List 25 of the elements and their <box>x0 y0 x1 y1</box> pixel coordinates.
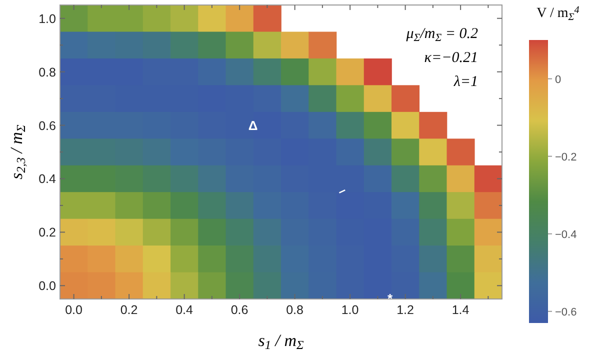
color-bar-label: −0.6 <box>555 306 577 318</box>
x-tick-label: 0.8 <box>286 303 304 317</box>
annotation: Δ <box>248 118 258 133</box>
annotation: * <box>387 291 394 306</box>
y-tick-label: 0.0 <box>38 279 56 294</box>
x-tick-label: 0.0 <box>65 303 83 317</box>
x-tick-label: 1.4 <box>452 303 470 317</box>
color-bar-label: −0.2 <box>555 151 577 164</box>
annotation: λ=1 <box>452 74 478 90</box>
x-tick-label: 1.2 <box>396 303 414 317</box>
y-tick-label: 0.8 <box>38 65 56 80</box>
annotation: – <box>335 182 348 199</box>
x-axis-title: s$_{1}$ / m$_{Σ}$ <box>258 331 304 352</box>
annotation: μ$_{Σ}$/m$_{Σ}$ = 0.2 <box>405 26 478 44</box>
color-bar-label: 0 <box>555 74 562 86</box>
x-tick-label: 1.0 <box>341 303 359 317</box>
y-tick-label: 1.0 <box>38 12 56 26</box>
x-tick-label: 0.6 <box>230 303 248 317</box>
color-bar-label: −0.4 <box>555 228 577 241</box>
x-tick-label: 0.4 <box>176 303 194 317</box>
annotation: κ=−0.21 <box>424 50 478 66</box>
y-tick-label: 0.4 <box>38 172 56 186</box>
y-tick-label: 0.2 <box>38 226 56 240</box>
y-tick-label: 0.6 <box>38 118 56 133</box>
x-tick-label: 0.2 <box>120 303 138 317</box>
